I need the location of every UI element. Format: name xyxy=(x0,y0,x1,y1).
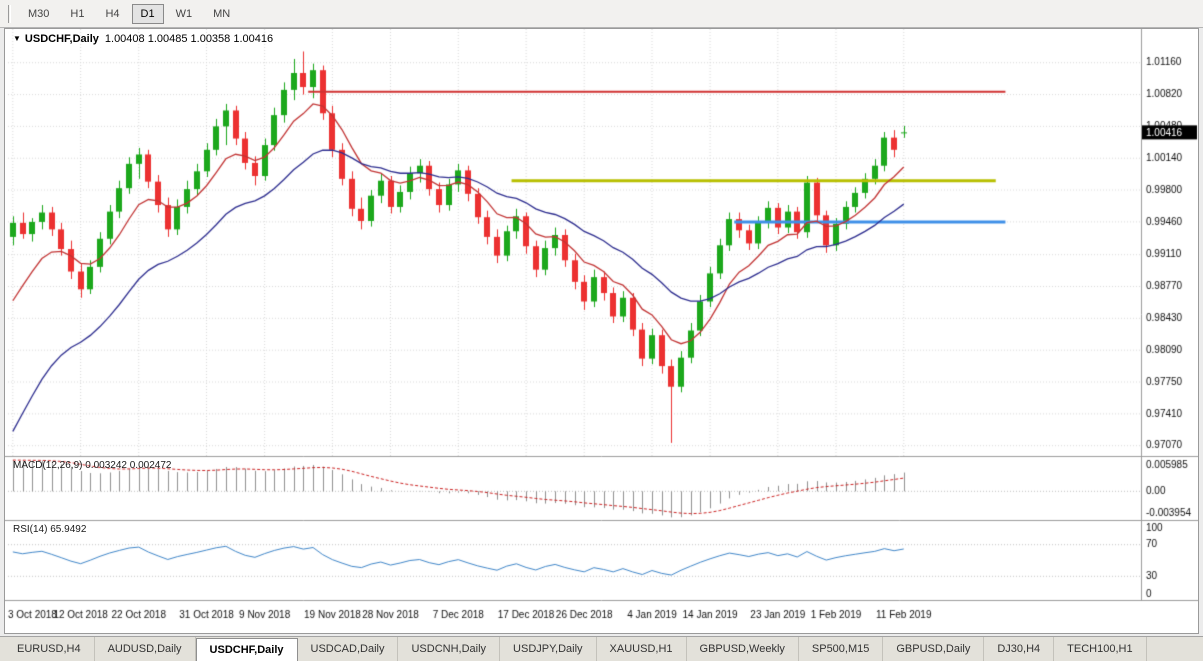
macd-indicator-label: MACD(12,26,9) 0.003242 0.002472 xyxy=(13,460,172,471)
chart-tab-dj30-h4[interactable]: DJ30,H4 xyxy=(984,637,1055,661)
timeframe-button-m30[interactable]: M30 xyxy=(28,7,50,20)
chart-tab-usdchf-daily[interactable]: USDCHF,Daily xyxy=(195,638,298,661)
chart-tab-usdcnh-daily[interactable]: USDCNH,Daily xyxy=(398,637,501,661)
rsi-indicator-label: RSI(14) 65.9492 xyxy=(13,524,87,535)
timeframe-button-h1[interactable]: H1 xyxy=(70,7,85,20)
chart-tab-audusd-daily[interactable]: AUDUSD,Daily xyxy=(95,637,196,661)
chart-canvas[interactable] xyxy=(5,29,1198,633)
chart-tab-tech100-h1[interactable]: TECH100,H1 xyxy=(1054,637,1147,661)
timeframe-toolbar: M30 H1 H4 D1 W1 MN xyxy=(0,0,1203,28)
toolbar-grip[interactable] xyxy=(8,4,11,23)
chart-window: ▼ USDCHF,Daily 1.00408 1.00485 1.00358 1.0… xyxy=(4,28,1199,634)
ohlc-values: 1.00408 1.00485 1.00358 1.00416 xyxy=(104,33,274,45)
timeframe-button-w1[interactable]: W1 xyxy=(175,7,193,20)
chart-tab-gbpusd-weekly[interactable]: GBPUSD,Weekly xyxy=(687,637,799,661)
timeframe-button-h4[interactable]: H4 xyxy=(105,7,120,20)
chart-tab-usdcad-daily[interactable]: USDCAD,Daily xyxy=(298,637,399,661)
timeframe-button-mn[interactable]: MN xyxy=(213,7,231,20)
chart-tab-xauusd-h1[interactable]: XAUUSD,H1 xyxy=(597,637,687,661)
chart-tab-eurusd-h4[interactable]: EURUSD,H4 xyxy=(4,637,95,661)
chart-tab-sp500-m15[interactable]: SP500,M15 xyxy=(799,637,884,661)
chart-tab-usdjpy-daily[interactable]: USDJPY,Daily xyxy=(500,637,597,661)
symbol-ohlc-title: ▼ USDCHF,Daily 1.00408 1.00485 1.00358 1.0… xyxy=(13,33,273,45)
chart-tab-bar: EURUSD,H4 AUDUSD,Daily USDCHF,Daily USDCAD,… xyxy=(0,636,1203,661)
symbol-label: USDCHF,Daily xyxy=(24,33,99,45)
chart-tab-gbpusd-daily[interactable]: GBPUSD,Daily xyxy=(883,637,985,661)
chart-dropdown-icon[interactable]: ▼ xyxy=(13,34,21,43)
timeframe-button-d1[interactable]: D1 xyxy=(131,3,164,24)
